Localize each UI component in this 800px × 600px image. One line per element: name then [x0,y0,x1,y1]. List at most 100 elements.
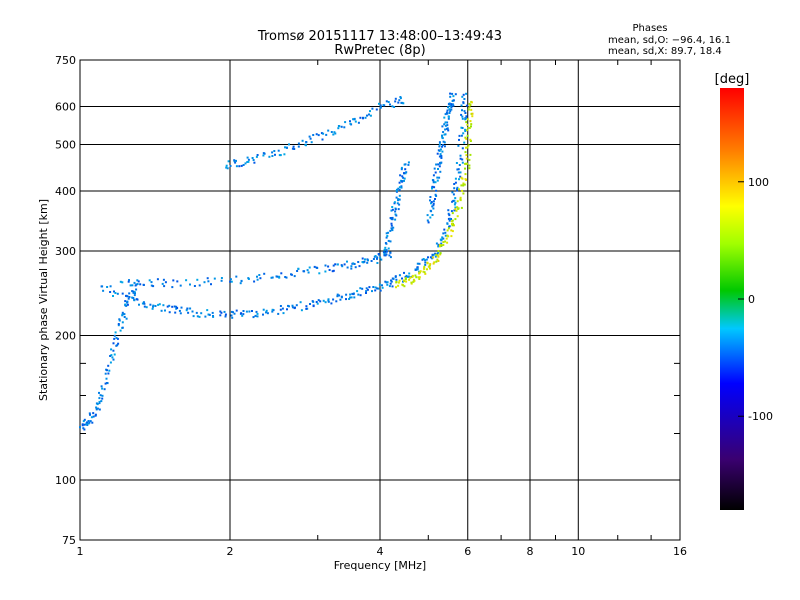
data-point [253,280,256,283]
data-point [179,312,182,315]
data-point [359,287,362,290]
data-point [437,250,440,252]
data-point [461,147,464,150]
data-point [230,310,233,313]
data-point [464,136,467,139]
data-point [384,280,387,283]
data-point [301,139,304,142]
data-point [447,217,450,220]
data-point [133,299,136,302]
data-point [295,304,298,307]
data-point [448,214,451,217]
data-point [132,297,135,299]
data-point [291,147,294,150]
data-point [454,181,457,184]
data-point [233,159,236,162]
data-point [256,278,259,281]
data-point [432,200,435,203]
data-point [398,181,401,184]
data-point [391,217,394,219]
data-point [376,257,378,260]
data-point [447,117,450,120]
data-point [110,354,113,357]
data-point [395,281,398,283]
data-point [95,402,98,405]
data-point [219,314,222,317]
data-point [447,129,450,132]
data-point [131,290,134,293]
data-point [111,356,114,359]
data-point [196,278,199,281]
data-point [451,230,454,233]
data-point [193,285,196,287]
data-point [392,277,395,280]
data-point [252,316,255,319]
data-point [447,235,450,238]
data-point [438,155,441,158]
data-point [136,283,139,285]
data-point [453,183,456,185]
data-point [350,265,353,268]
data-point [336,295,339,298]
data-point [379,256,382,259]
data-point [279,308,282,311]
data-point [235,275,238,278]
data-point [460,113,463,116]
data-point [353,117,356,120]
phase-mean-x: mean, sd,X: 89.7, 18.4 [608,46,722,57]
data-point [451,224,454,227]
data-point [464,112,467,114]
data-point [462,132,465,135]
data-point [448,112,451,114]
data-point [432,204,435,207]
data-point [112,358,115,361]
data-point [245,310,248,313]
data-point [389,240,392,243]
data-point [444,124,447,127]
data-point [253,161,256,164]
data-point [464,130,467,132]
data-point [407,275,410,278]
data-point [439,253,442,256]
y-tick-label: 100 [55,474,76,487]
data-point [365,290,368,293]
data-point [305,141,308,144]
data-point [334,132,337,135]
data-point [109,355,112,357]
data-point [286,308,288,311]
data-point [404,278,407,281]
data-point [192,315,195,318]
data-point [442,241,445,244]
data-point [343,126,346,129]
data-point [306,269,309,272]
data-point [422,258,425,260]
data-point [411,274,414,277]
data-point [101,387,104,390]
data-point [195,311,198,314]
data-point [369,110,371,113]
data-point [276,275,279,278]
data-point [445,121,447,124]
data-point [443,133,446,136]
data-point [352,293,355,296]
data-point [429,267,431,270]
data-point [308,135,311,138]
data-point [439,252,442,255]
data-point [399,174,402,177]
y-tick-label: 75 [62,534,76,547]
data-point [391,285,394,288]
data-point [152,285,155,288]
data-point [175,305,178,308]
data-point [134,292,136,295]
data-point [469,138,472,141]
data-point [447,106,449,109]
data-point [106,286,109,288]
data-point [340,125,343,128]
data-point [303,270,306,273]
data-point [224,313,227,316]
data-point [368,286,371,289]
data-point [433,167,436,170]
data-point [297,267,300,270]
data-point [121,321,124,324]
